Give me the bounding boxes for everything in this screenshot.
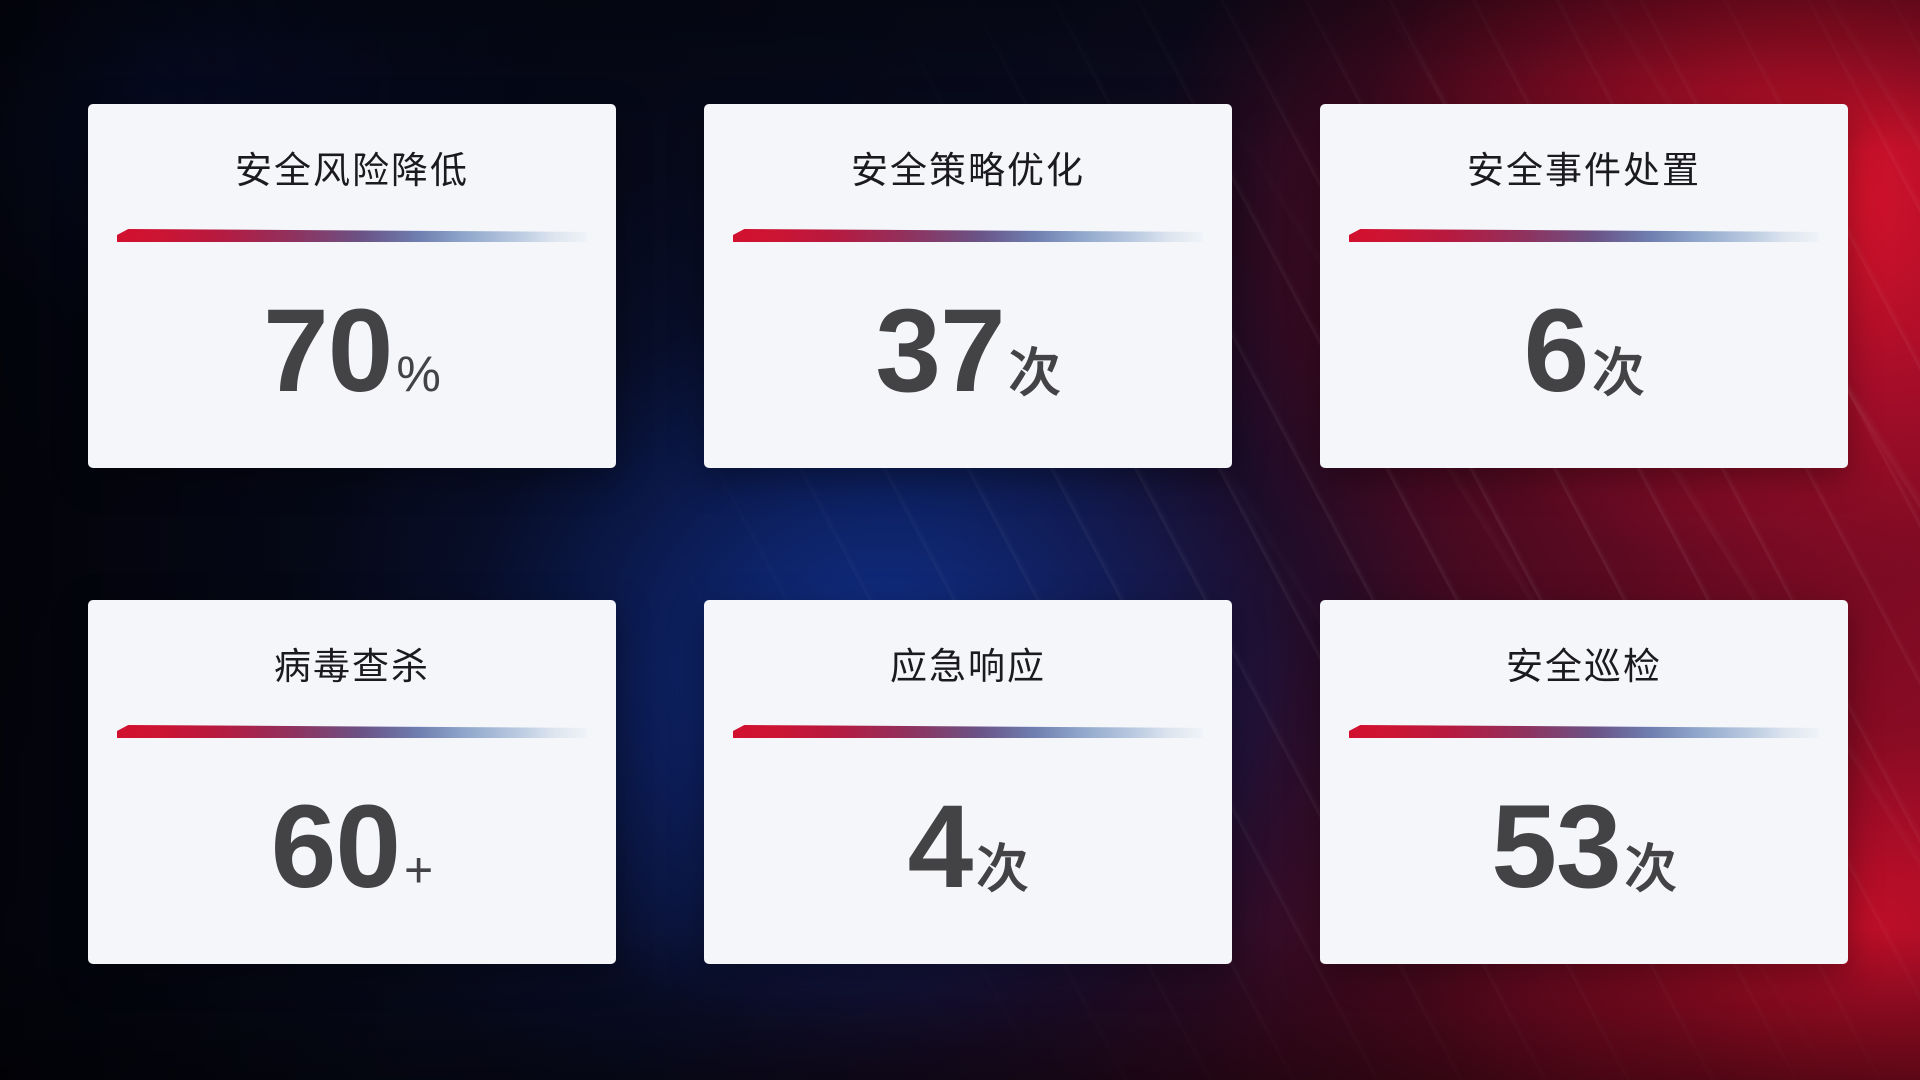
metric-value: 37 次	[875, 292, 1060, 410]
metric-divider	[1349, 229, 1819, 242]
metric-value: 4 次	[908, 788, 1029, 906]
metric-number: 4	[907, 781, 974, 913]
metric-divider-bar	[733, 229, 1203, 242]
metric-number: 53	[1491, 781, 1621, 913]
metric-divider	[117, 725, 587, 738]
metric-divider	[733, 229, 1203, 242]
metric-card[interactable]: 病毒查杀 60 +	[88, 600, 616, 964]
metric-divider	[1349, 725, 1819, 738]
metric-title: 应急响应	[890, 646, 1046, 687]
metric-divider	[733, 725, 1203, 738]
metric-number: 70	[263, 285, 393, 417]
metric-title: 安全策略优化	[851, 150, 1085, 191]
metric-title: 安全巡检	[1506, 646, 1662, 687]
metric-divider-bar	[117, 229, 587, 242]
metric-title: 病毒查杀	[274, 646, 430, 687]
metric-value: 70 %	[263, 292, 441, 410]
metric-unit: +	[404, 842, 434, 898]
metric-unit: 次	[1624, 841, 1677, 899]
metric-divider	[117, 229, 587, 242]
metric-card-grid: 安全风险降低 70 % 安全策略优化 37 次 安全事件处置	[88, 104, 1848, 964]
metric-card[interactable]: 安全事件处置 6 次	[1320, 104, 1848, 468]
metric-card[interactable]: 应急响应 4 次	[704, 600, 1232, 964]
metric-title: 安全事件处置	[1467, 150, 1701, 191]
metric-divider-bar	[1349, 725, 1819, 738]
metric-card[interactable]: 安全巡检 53 次	[1320, 600, 1848, 964]
metric-number: 60	[270, 781, 401, 913]
metric-divider-bar	[1349, 229, 1819, 242]
metric-unit: 次	[1008, 345, 1061, 403]
metric-divider-bar	[117, 725, 587, 738]
metric-unit: 次	[1592, 345, 1645, 403]
metric-divider-bar	[733, 725, 1203, 738]
metric-value: 6 次	[1524, 292, 1645, 410]
metric-value: 53 次	[1491, 788, 1676, 906]
metric-unit: 次	[976, 841, 1029, 899]
metric-unit: %	[396, 346, 441, 402]
metric-number: 6	[1523, 285, 1590, 417]
metric-card[interactable]: 安全风险降低 70 %	[88, 104, 616, 468]
metric-card[interactable]: 安全策略优化 37 次	[704, 104, 1232, 468]
metric-number: 37	[875, 285, 1005, 417]
metric-value: 60 +	[271, 788, 433, 906]
metric-title: 安全风险降低	[235, 150, 469, 191]
